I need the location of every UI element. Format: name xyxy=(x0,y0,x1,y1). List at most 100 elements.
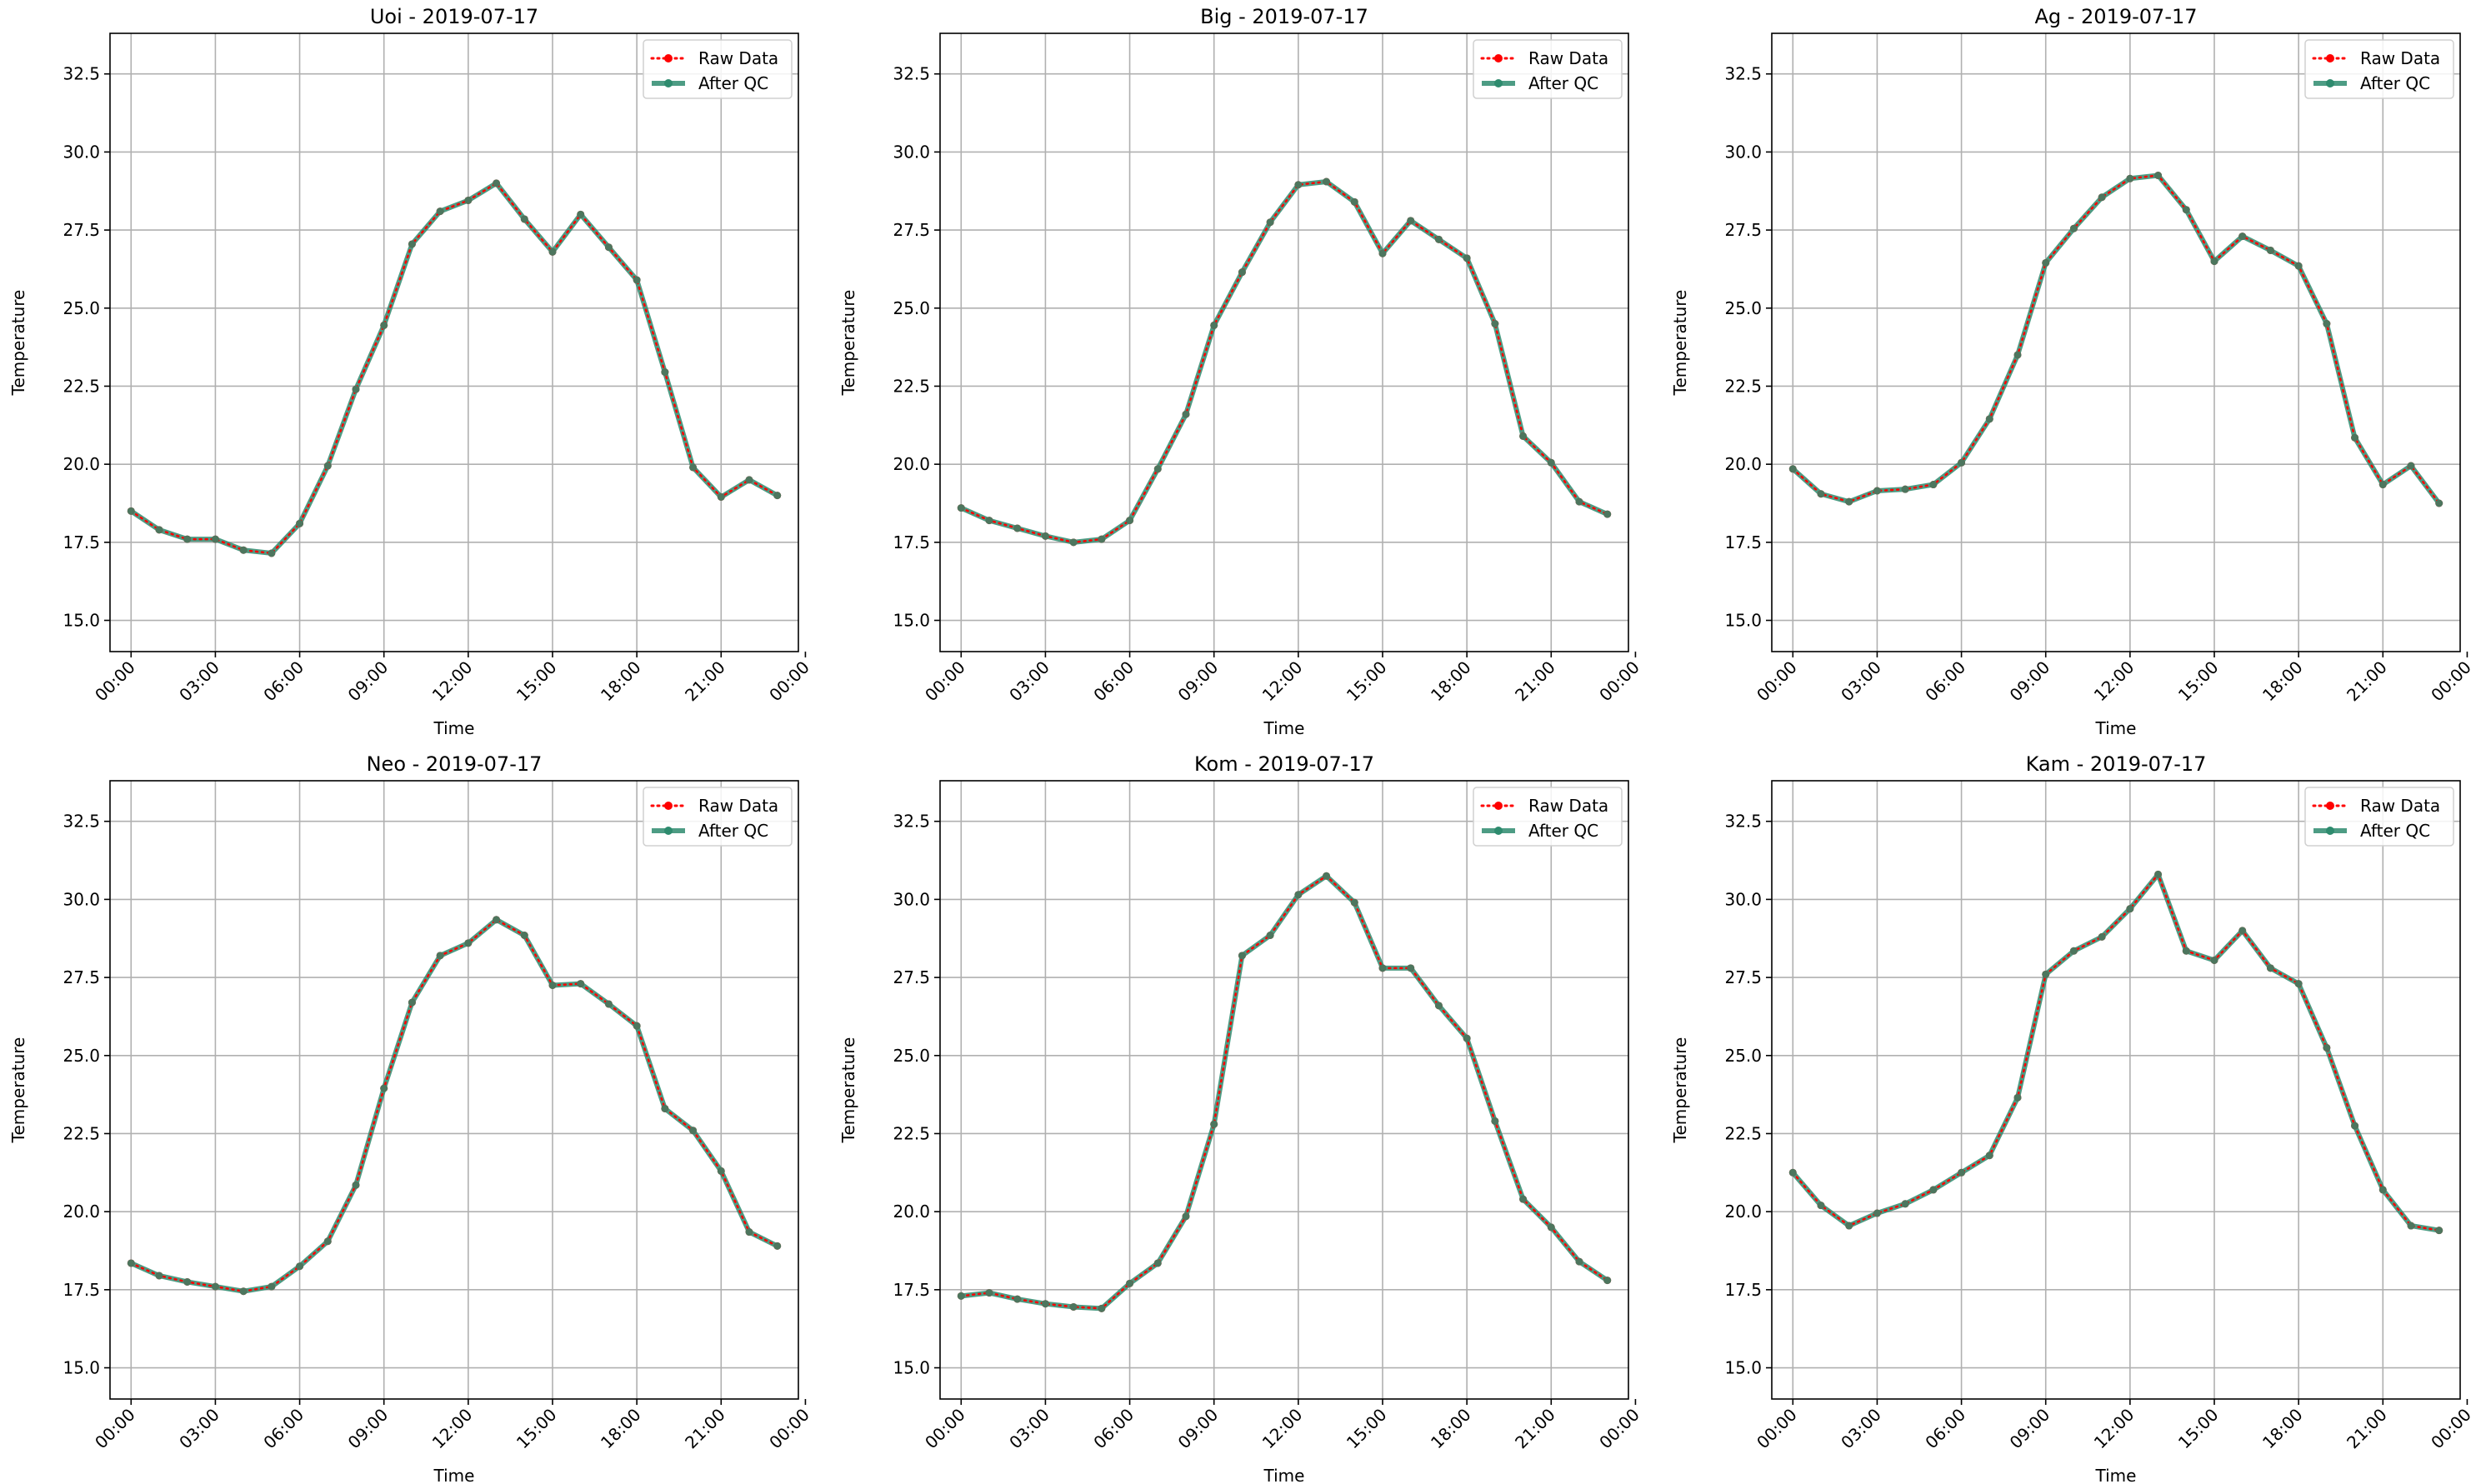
x-tick-label: 15:00 xyxy=(513,657,561,706)
data-point-after-qc xyxy=(2042,258,2050,267)
subplot-6: 15.0 17.5 20.0 22.5 25.0 27.5 30.0 32.5 00:00 03:… xyxy=(1670,752,2475,1484)
data-point-after-qc xyxy=(2238,927,2247,935)
y-tick-label: 25.0 xyxy=(63,1046,100,1066)
legend: Raw Data After QC xyxy=(1473,787,1623,847)
data-point-after-qc xyxy=(436,207,444,216)
data-point-after-qc xyxy=(1210,321,1218,329)
y-tick-label: 32.5 xyxy=(893,812,930,832)
y-axis-label: Temperature xyxy=(8,290,28,397)
x-tick-label: 03:00 xyxy=(1005,657,1053,706)
data-point-after-qc xyxy=(1182,1212,1190,1221)
x-tick-label: 21:00 xyxy=(681,1405,729,1453)
data-point-after-qc xyxy=(1294,891,1303,899)
legend-label-after-qc: After QC xyxy=(2360,821,2430,841)
x-tick-label: 21:00 xyxy=(681,657,729,706)
data-point-after-qc xyxy=(633,276,641,284)
x-tick-label: 18:00 xyxy=(1427,1405,1475,1453)
data-point-after-qc xyxy=(1873,1209,1881,1217)
x-tick-label: 15:00 xyxy=(1343,657,1391,706)
chart-title: Ag - 2019-07-17 xyxy=(2034,5,2197,28)
x-tick-label: 00:00 xyxy=(91,1405,139,1453)
data-point-after-qc xyxy=(717,493,725,501)
x-axis-label: Time xyxy=(2095,718,2137,738)
data-point-after-qc xyxy=(1929,1186,1938,1194)
data-point-after-qc xyxy=(2210,257,2218,266)
data-point-after-qc xyxy=(1407,964,1415,972)
y-tick-label: 25.0 xyxy=(1724,1046,1762,1066)
data-point-after-qc xyxy=(1126,517,1134,525)
data-point-after-qc xyxy=(661,368,669,377)
data-point-after-qc xyxy=(1873,487,1881,495)
series-line-raw-data xyxy=(1792,174,2440,505)
x-axis-label: Time xyxy=(433,718,475,738)
legend-marker-raw-data xyxy=(1494,54,1503,62)
y-axis-label: Temperature xyxy=(1670,290,1690,397)
y-tick-label: 17.5 xyxy=(1724,1280,1762,1300)
series-line-raw-data xyxy=(130,182,778,555)
legend-marker-raw-data xyxy=(2326,54,2334,62)
chart-title: Big - 2019-07-17 xyxy=(1200,5,1368,28)
data-point-after-qc xyxy=(1153,1259,1162,1267)
series-line-after-qc xyxy=(1791,872,2440,1233)
x-tick-label: 00:00 xyxy=(91,657,139,706)
legend-marker-after-qc xyxy=(2326,79,2334,87)
subplot-2: 15.0 17.5 20.0 22.5 25.0 27.5 30.0 32.5 00:00 03:… xyxy=(838,5,1643,738)
x-tick-label: 21:00 xyxy=(1511,657,1559,706)
x-tick-label: 03:00 xyxy=(1837,1405,1885,1453)
x-tick-label: 12:00 xyxy=(2090,657,2138,706)
data-point-after-qc xyxy=(1153,465,1162,473)
y-tick-label: 27.5 xyxy=(1724,967,1762,987)
x-tick-label: 00:00 xyxy=(921,1405,969,1453)
data-point-after-qc xyxy=(436,952,444,960)
y-tick-label: 17.5 xyxy=(893,1280,930,1300)
data-point-after-qc xyxy=(1378,964,1387,972)
y-tick-label: 30.0 xyxy=(893,889,930,909)
y-tick-label: 15.0 xyxy=(1724,611,1762,631)
legend-marker-raw-data xyxy=(1494,802,1503,810)
x-tick-label: 00:00 xyxy=(921,657,969,706)
y-tick-label: 17.5 xyxy=(63,532,100,552)
data-point-after-qc xyxy=(1013,1295,1022,1303)
y-tick-label: 30.0 xyxy=(1724,889,1762,909)
data-point-after-qc xyxy=(155,1272,163,1280)
y-tick-label: 15.0 xyxy=(63,611,100,631)
data-point-after-qc xyxy=(127,507,135,515)
x-tick-label: 15:00 xyxy=(513,1405,561,1453)
y-axis-label: Temperature xyxy=(838,290,858,397)
data-point-after-qc xyxy=(1013,524,1022,532)
y-tick-label: 20.0 xyxy=(63,454,100,474)
y-tick-label: 20.0 xyxy=(1724,1202,1762,1222)
x-tick-label: 06:00 xyxy=(259,1405,308,1453)
data-point-after-qc xyxy=(464,939,473,947)
data-point-after-qc xyxy=(1350,197,1358,206)
data-point-after-qc xyxy=(1266,932,1274,939)
legend: Raw Data After QC xyxy=(643,39,793,99)
x-axis-label: Time xyxy=(433,1466,475,1484)
axes-frame xyxy=(109,780,799,1400)
legend-label-raw-data: Raw Data xyxy=(698,48,778,68)
data-point-after-qc xyxy=(1491,1117,1499,1125)
data-point-after-qc xyxy=(1575,497,1583,506)
data-point-after-qc xyxy=(211,1282,219,1291)
data-point-after-qc xyxy=(1788,465,1797,473)
data-point-after-qc xyxy=(2069,224,2078,232)
x-tick-label: 06:00 xyxy=(1089,1405,1138,1453)
y-tick-label: 22.5 xyxy=(1724,376,1762,396)
data-point-after-qc xyxy=(380,1084,388,1092)
data-point-after-qc xyxy=(1434,1002,1443,1010)
data-point-after-qc xyxy=(1041,532,1049,540)
data-point-after-qc xyxy=(2126,174,2134,182)
data-point-after-qc xyxy=(1845,497,1853,506)
data-point-after-qc xyxy=(1845,1222,1853,1230)
data-point-after-qc xyxy=(1378,249,1387,257)
y-tick-label: 25.0 xyxy=(893,1046,930,1066)
data-point-after-qc xyxy=(1519,1195,1528,1203)
data-point-after-qc xyxy=(323,462,332,470)
y-tick-label: 20.0 xyxy=(893,454,930,474)
data-point-after-qc xyxy=(773,492,782,500)
data-point-after-qc xyxy=(1929,481,1938,489)
data-point-after-qc xyxy=(1817,490,1825,498)
data-point-after-qc xyxy=(1817,1202,1825,1210)
y-tick-label: 32.5 xyxy=(63,812,100,832)
